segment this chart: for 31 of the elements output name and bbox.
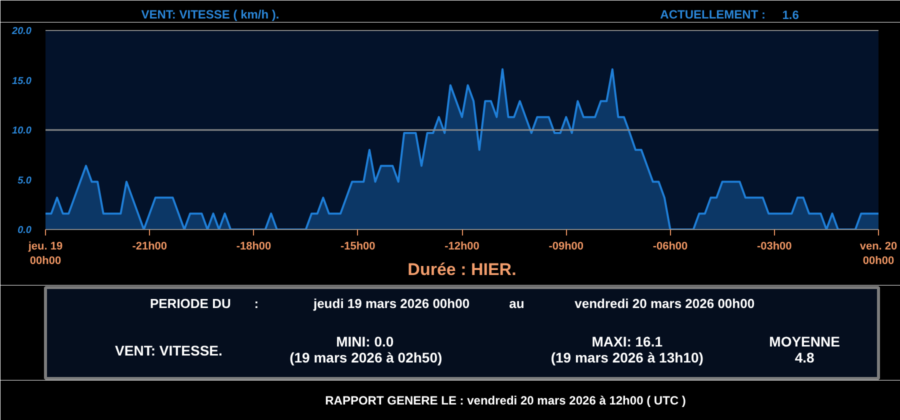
text: vendredi 20 mars 2026 00h00 xyxy=(574,296,755,311)
text: (19 mars 2026 à 02h50) xyxy=(290,350,442,366)
text: au xyxy=(509,296,524,311)
y-tick-label: 20.0 xyxy=(11,26,32,37)
y-tick-label: 10.0 xyxy=(12,126,32,136)
text: VENT: VITESSE. xyxy=(115,342,222,358)
y-tick-label: 15.0 xyxy=(12,76,32,87)
text: RAPPORT GENERE LE : vendredi 20 mars 2026 à 12h00 ( UTC ) xyxy=(325,394,686,408)
x-tick-label: -06h00 xyxy=(652,240,688,252)
text: PERIODE DU xyxy=(150,296,231,311)
text: MOYENNE xyxy=(769,334,840,350)
x-tick-label: -12h00 xyxy=(444,240,480,252)
y-tick-label: 0.0 xyxy=(18,225,32,236)
x-axis-title: Durée : HIER. xyxy=(408,260,516,279)
chart-title: VENT: VITESSE ( km/h ). xyxy=(141,8,280,22)
text: 1.6 xyxy=(782,8,800,22)
x-tick-label: -18h00 xyxy=(236,240,272,252)
x-tick-label: -09h00 xyxy=(548,240,584,252)
text: MINI: 0.0 xyxy=(336,334,394,350)
x-tick-label: -21h00 xyxy=(132,240,168,252)
x-tick-label: ven. 20 00h00 xyxy=(860,240,898,267)
y-tick-label: 5.0 xyxy=(18,175,32,186)
x-tick-label: -03h00 xyxy=(756,240,792,252)
x-tick-label: jeu. 19 00h00 xyxy=(27,240,63,267)
text: MAXI: 16.1 xyxy=(592,334,663,350)
text: (19 mars 2026 à 13h10) xyxy=(550,350,704,366)
text: ACTUELLEMENT : xyxy=(660,8,766,22)
text: 4.8 xyxy=(794,350,815,366)
text: : xyxy=(254,296,259,311)
x-tick-label: -15h00 xyxy=(340,240,376,252)
text: jeudi 19 mars 2026 00h00 xyxy=(312,296,470,311)
